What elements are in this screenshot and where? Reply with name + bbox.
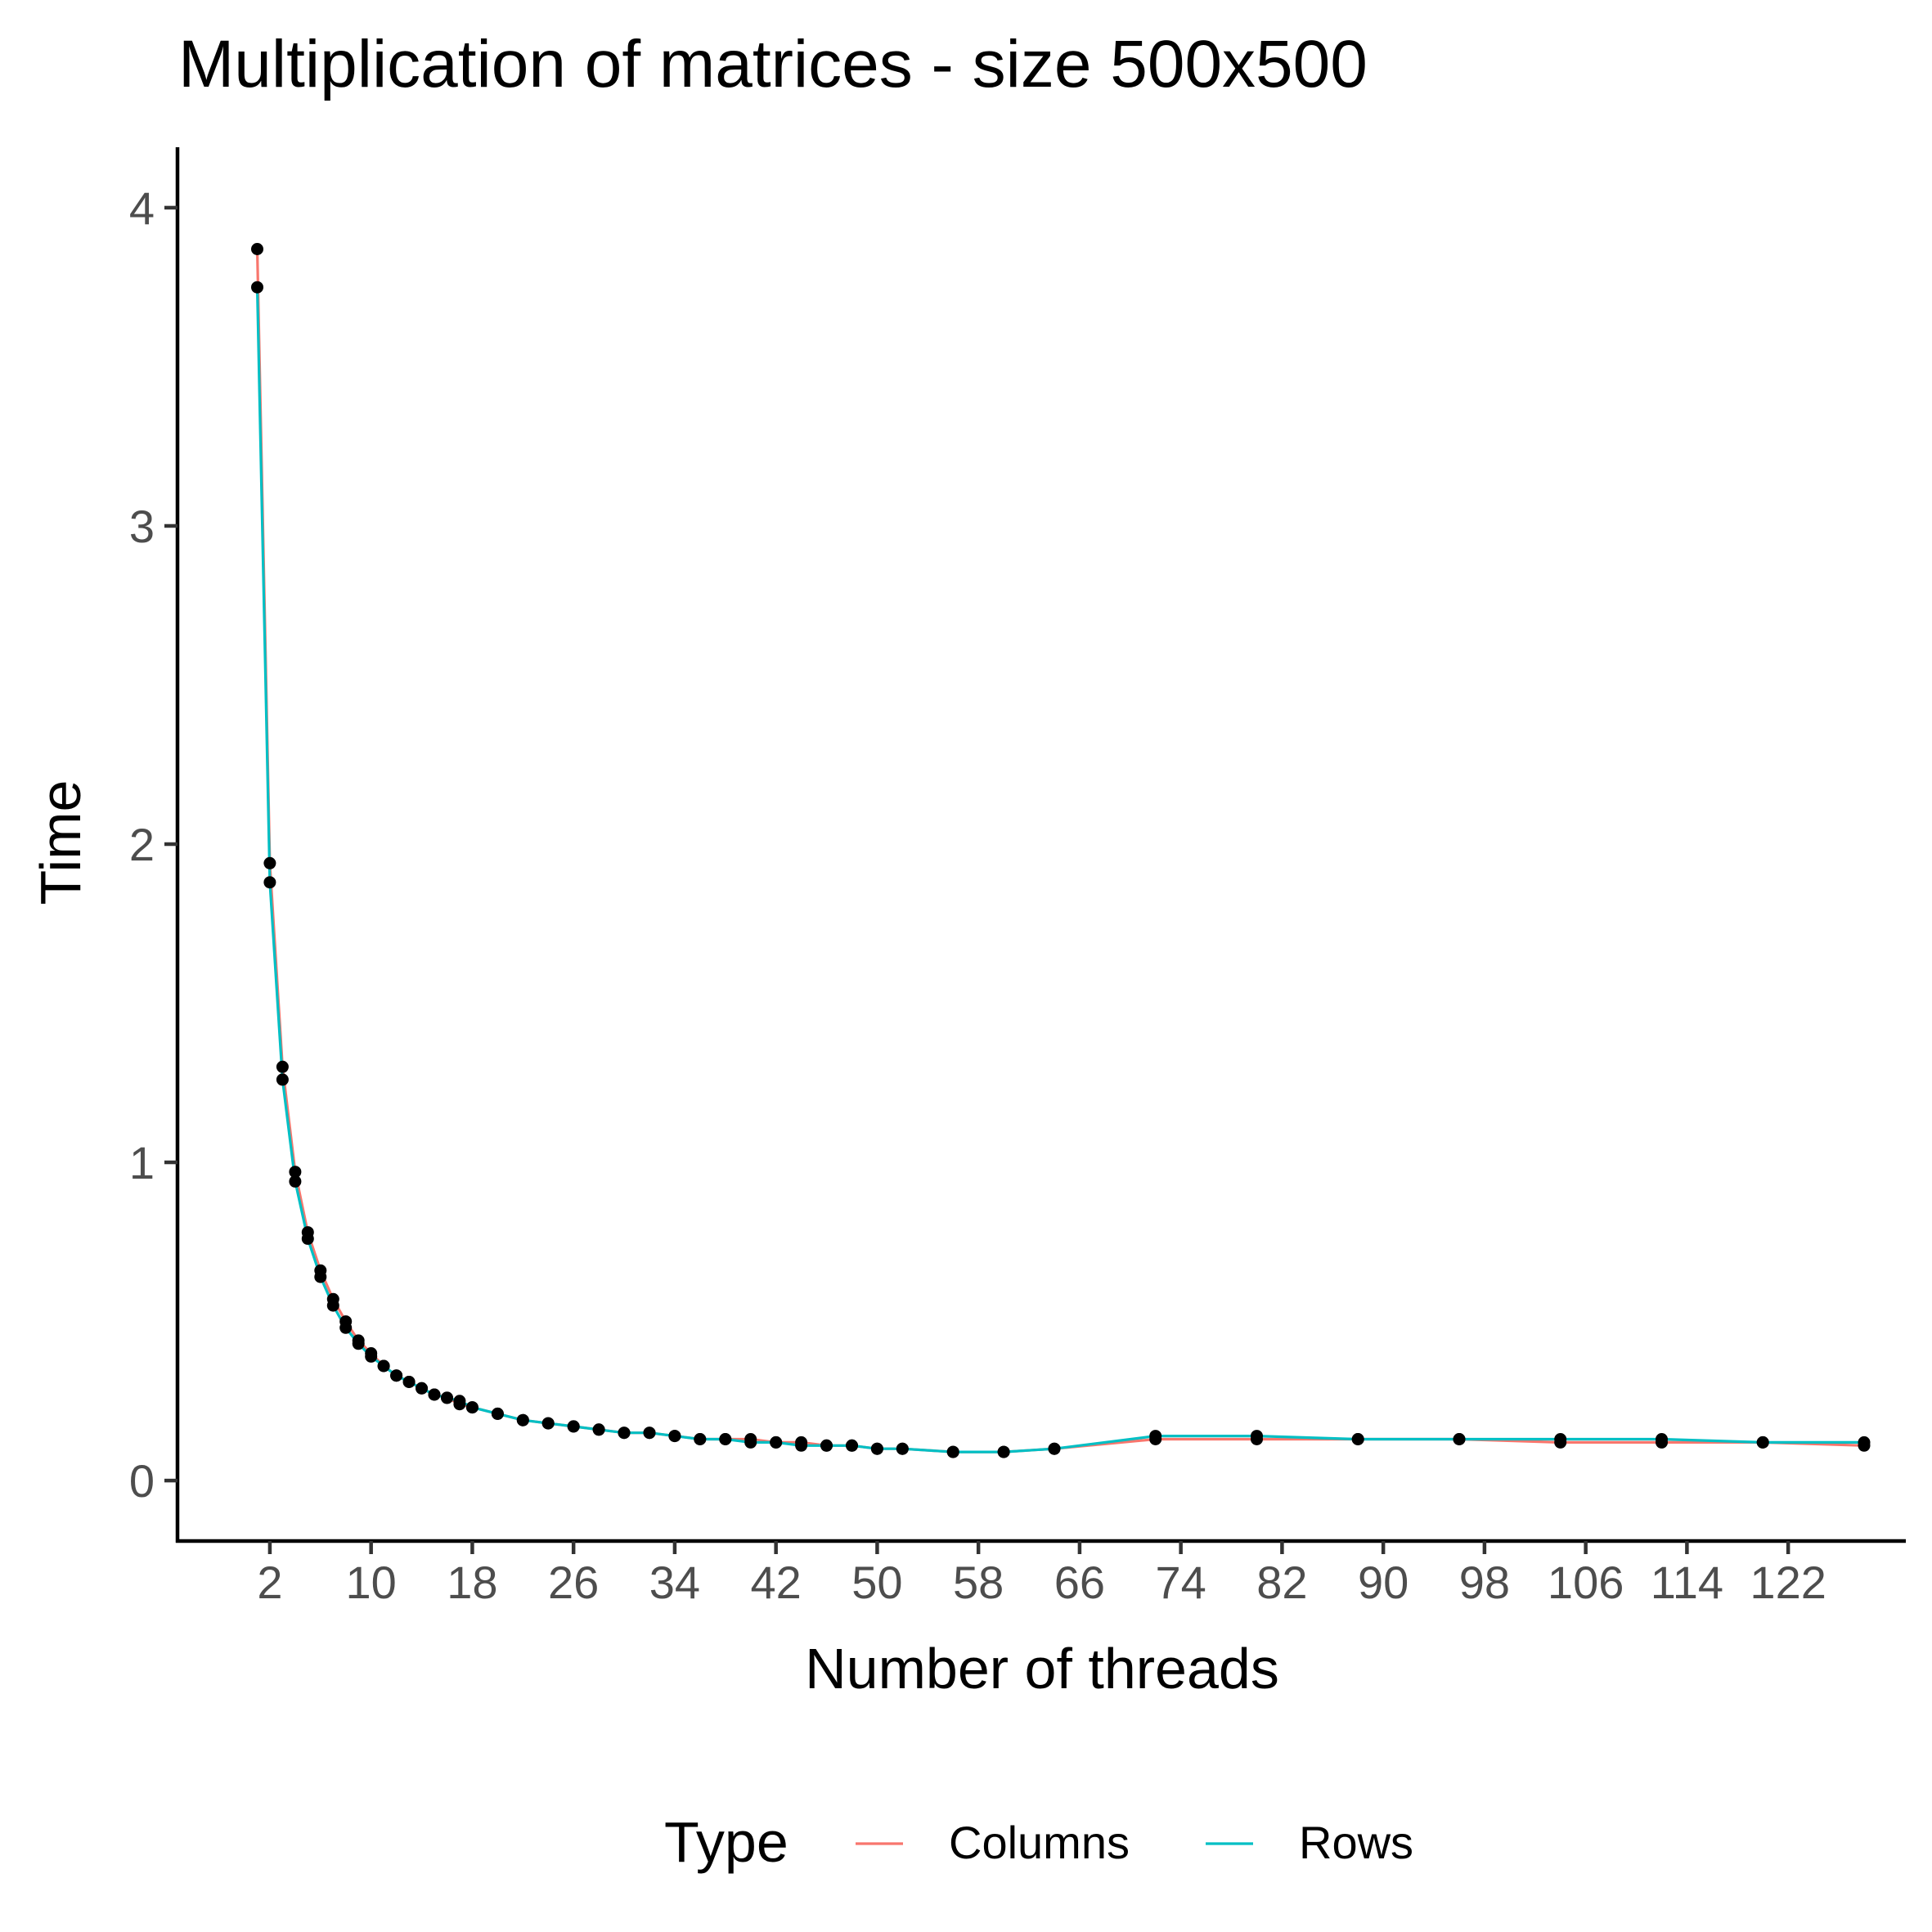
data-point-rows xyxy=(1149,1430,1162,1443)
data-point-rows xyxy=(465,1401,479,1414)
x-tick-label: 106 xyxy=(1548,1557,1624,1608)
data-point-rows xyxy=(1251,1430,1263,1443)
legend-label-columns: Columns xyxy=(949,1817,1130,1868)
y-tick-label: 3 xyxy=(129,501,155,552)
x-tick-label: 42 xyxy=(751,1557,802,1608)
data-point-rows xyxy=(997,1445,1010,1458)
data-point-rows xyxy=(795,1439,808,1452)
y-tick-label: 2 xyxy=(129,819,155,870)
y-tick-label: 0 xyxy=(129,1455,155,1507)
legend-label-rows: Rows xyxy=(1299,1817,1413,1868)
x-tick-label: 66 xyxy=(1054,1557,1105,1608)
data-point-rows xyxy=(694,1433,707,1445)
data-point-rows xyxy=(770,1436,783,1449)
data-point-rows xyxy=(251,281,263,294)
data-point-rows xyxy=(668,1430,681,1443)
x-axis-ticks: 2 10 18 26 34 42 50 58 66 74 82 90 98 106 114 122 xyxy=(257,1541,1826,1608)
x-axis-title: Number of threads xyxy=(805,1637,1279,1701)
x-tick-label: 90 xyxy=(1358,1557,1409,1608)
x-tick-label: 82 xyxy=(1256,1557,1307,1608)
data-point-rows xyxy=(1858,1436,1871,1449)
data-point-columns xyxy=(263,856,276,869)
data-point-columns xyxy=(276,1060,289,1073)
data-point-rows xyxy=(301,1232,314,1245)
data-point-rows xyxy=(352,1337,365,1350)
data-point-rows xyxy=(643,1427,656,1440)
x-tick-label: 26 xyxy=(548,1557,599,1608)
y-tick-label: 4 xyxy=(129,182,155,234)
data-point-rows xyxy=(846,1439,858,1452)
data-point-rows xyxy=(541,1417,555,1430)
chart-title: Multiplication of matrices - size 500x50… xyxy=(178,27,1368,101)
x-tick-label: 34 xyxy=(649,1557,700,1608)
legend: Type Columns Rows xyxy=(664,1810,1413,1874)
data-point-rows xyxy=(1554,1433,1567,1445)
x-tick-label: 10 xyxy=(346,1557,397,1608)
data-point-columns xyxy=(289,1166,302,1179)
data-point-rows xyxy=(1656,1433,1668,1445)
data-point-rows xyxy=(896,1442,909,1455)
data-point-rows xyxy=(1048,1442,1061,1455)
data-point-rows xyxy=(428,1388,441,1401)
points-layer xyxy=(251,243,1871,1458)
data-point-rows xyxy=(326,1299,339,1312)
data-point-rows xyxy=(491,1407,504,1420)
data-point-columns xyxy=(251,243,263,255)
data-point-rows xyxy=(870,1442,883,1455)
data-point-rows xyxy=(402,1376,416,1388)
y-axis-title: Time xyxy=(29,780,92,905)
x-tick-label: 58 xyxy=(953,1557,1004,1608)
x-tick-label: 18 xyxy=(447,1557,497,1608)
data-point-rows xyxy=(390,1369,403,1382)
x-tick-label: 50 xyxy=(851,1557,902,1608)
data-point-rows xyxy=(365,1350,378,1363)
x-tick-label: 2 xyxy=(257,1557,282,1608)
data-point-rows xyxy=(416,1382,428,1395)
x-tick-label: 74 xyxy=(1156,1557,1206,1608)
data-point-rows xyxy=(1756,1436,1769,1449)
data-point-rows xyxy=(314,1270,327,1283)
x-tick-label: 114 xyxy=(1651,1557,1723,1608)
data-point-rows xyxy=(516,1413,529,1427)
data-point-rows xyxy=(377,1359,390,1373)
data-point-rows xyxy=(592,1423,605,1436)
legend-entries: Columns Rows xyxy=(856,1817,1413,1868)
data-point-rows xyxy=(567,1420,580,1433)
data-point-rows xyxy=(1453,1433,1466,1445)
y-tick-label: 1 xyxy=(129,1137,155,1188)
data-point-rows xyxy=(263,876,276,889)
x-tick-label: 122 xyxy=(1750,1557,1826,1608)
data-point-rows xyxy=(820,1439,833,1452)
data-point-rows xyxy=(744,1436,757,1449)
data-point-rows xyxy=(719,1433,732,1445)
data-point-rows xyxy=(453,1395,466,1408)
legend-title: Type xyxy=(664,1810,789,1874)
x-tick-label: 98 xyxy=(1459,1557,1510,1608)
data-point-rows xyxy=(946,1445,959,1458)
data-point-rows xyxy=(339,1321,353,1334)
data-point-rows xyxy=(289,1175,302,1188)
data-point-rows xyxy=(276,1073,289,1086)
data-point-rows xyxy=(618,1427,631,1440)
y-axis-ticks: 0 1 2 3 4 xyxy=(129,182,177,1507)
data-point-rows xyxy=(441,1391,453,1404)
series-line-rows xyxy=(255,287,1864,1453)
series-layer xyxy=(255,249,1865,1453)
data-point-rows xyxy=(1351,1433,1364,1445)
